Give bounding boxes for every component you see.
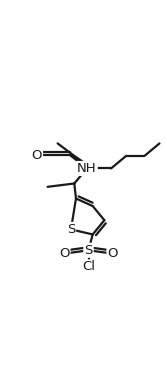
Text: O: O <box>108 247 118 260</box>
Text: O: O <box>59 247 69 260</box>
Text: NH: NH <box>77 162 97 175</box>
Text: S: S <box>67 223 75 236</box>
Text: S: S <box>84 244 93 257</box>
Text: Cl: Cl <box>82 261 95 273</box>
Text: O: O <box>32 149 42 162</box>
